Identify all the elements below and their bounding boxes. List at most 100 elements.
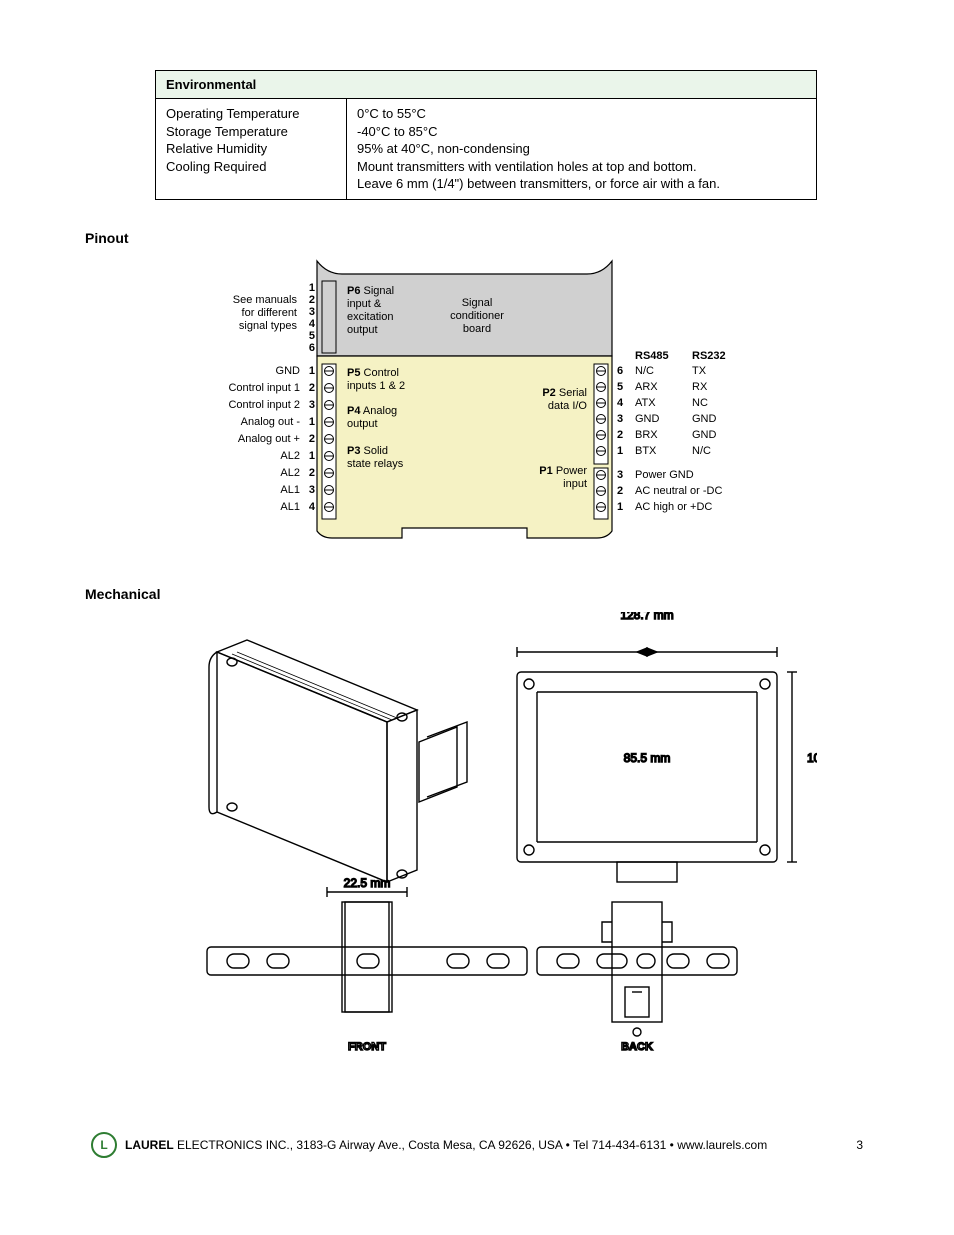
svg-text:BTX: BTX [635,445,657,457]
svg-text:Signal: Signal [462,297,493,309]
back-label: BACK [621,1041,653,1053]
svg-text:signal types: signal types [239,320,298,332]
svg-text:4: 4 [617,397,624,409]
svg-text:1: 1 [309,416,315,428]
page-number: 3 [856,1138,863,1152]
svg-text:BRX: BRX [635,429,658,441]
serial-rows: 6 N/C TX 5 ARX RX 4 ATX NC 3 GND GND 2 BRX GND 1 BTX N/C [597,365,717,457]
svg-text:1: 1 [617,445,623,457]
svg-text:RS232: RS232 [692,350,726,362]
rs-headers: RS485 RS232 [635,350,726,362]
svg-text:1: 1 [617,501,623,513]
svg-text:N/C: N/C [692,445,711,457]
mechanical-heading: Mechanical [85,586,869,602]
footer-text: ELECTRONICS INC., 3183-G Airway Ave., Co… [174,1138,768,1152]
svg-text:Power GND: Power GND [635,469,694,481]
pinout-heading: Pinout [85,230,869,246]
front-label: FRONT [348,1041,386,1053]
svg-text:P5 Control: P5 Control [347,367,399,379]
svg-text:GND: GND [692,429,717,441]
svg-text:NC: NC [692,397,708,409]
svg-text:3: 3 [617,413,623,425]
svg-text:output: output [347,418,378,430]
svg-text:RS485: RS485 [635,350,669,362]
svg-text:1: 1 [309,365,315,377]
svg-text:Analog out +: Analog out + [238,433,300,445]
svg-text:inputs 1 & 2: inputs 1 & 2 [347,380,405,392]
svg-text:excitation: excitation [347,311,393,323]
svg-text:AL2: AL2 [280,450,300,462]
dim-85: 85.5 mm [624,751,671,765]
logo-icon: L [91,1132,117,1158]
dim-128: 128.7 mm [620,612,673,622]
svg-text:conditioner: conditioner [450,310,504,322]
dim-104: 104 mm [807,751,817,765]
svg-text:2: 2 [309,382,315,394]
environmental-table: Environmental Operating Temperature Stor… [155,70,817,200]
svg-text:data I/O: data I/O [548,400,588,412]
page-footer: L LAUREL ELECTRONICS INC., 3183-G Airway… [85,1132,869,1158]
svg-text:state relays: state relays [347,458,404,470]
svg-text:4: 4 [309,318,316,330]
svg-text:P1 Power: P1 Power [539,465,587,477]
svg-text:AC high or +DC: AC high or +DC [635,501,712,513]
svg-text:ARX: ARX [635,381,658,393]
svg-text:P2 Serial: P2 Serial [542,387,587,399]
env-value: Leave 6 mm (1/4") between transmitters, … [357,175,806,193]
svg-text:2: 2 [309,294,315,306]
svg-text:5: 5 [617,381,623,393]
svg-text:AL1: AL1 [280,501,300,513]
svg-text:Control input 2: Control input 2 [228,399,300,411]
env-label: Cooling Required [166,158,336,176]
svg-text:2: 2 [309,433,315,445]
svg-text:AC neutral or -DC: AC neutral or -DC [635,485,722,497]
svg-text:P4 Analog: P4 Analog [347,405,397,417]
svg-text:6: 6 [309,342,315,354]
svg-text:1: 1 [309,282,315,294]
power-rows: 3Power GND2AC neutral or -DC1AC high or … [597,469,723,513]
env-label: Storage Temperature [166,123,336,141]
svg-text:5: 5 [309,330,315,342]
svg-text:output: output [347,324,378,336]
svg-text:GND: GND [692,413,717,425]
env-labels-col: Operating Temperature Storage Temperatur… [156,99,347,199]
svg-text:P3 Solid: P3 Solid [347,445,388,457]
svg-text:GND: GND [635,413,660,425]
svg-text:AL2: AL2 [280,467,300,479]
svg-text:input: input [563,478,587,490]
bottom-front-view [207,887,527,1012]
iso-view [209,640,467,882]
env-value: 95% at 40°C, non-condensing [357,140,806,158]
svg-text:2: 2 [309,467,315,479]
svg-text:See manuals: See manuals [233,294,298,306]
bottom-back-view [537,902,737,1036]
svg-text:ATX: ATX [635,397,656,409]
svg-text:RX: RX [692,381,708,393]
svg-text:3: 3 [309,306,315,318]
svg-text:board: board [463,323,491,335]
svg-text:4: 4 [309,501,316,513]
env-value: -40°C to 85°C [357,123,806,141]
env-label: Operating Temperature [166,105,336,123]
env-value: 0°C to 55°C [357,105,806,123]
svg-text:3: 3 [309,399,315,411]
svg-text:Control input 1: Control input 1 [228,382,300,394]
svg-text:AL1: AL1 [280,484,300,496]
svg-text:N/C: N/C [635,365,654,377]
svg-text:1: 1 [309,450,315,462]
svg-text:6: 6 [617,365,623,377]
svg-text:2: 2 [617,429,623,441]
svg-text:Analog out -: Analog out - [241,416,301,428]
company-name: LAUREL [125,1138,174,1152]
svg-text:for different: for different [242,307,297,319]
env-label: Relative Humidity [166,140,336,158]
svg-text:P6 Signal: P6 Signal [347,285,394,297]
svg-text:GND: GND [276,365,301,377]
see-manuals-note: See manuals for different signal types [233,294,298,332]
mechanical-diagram: 128.7 mm 104 mm 85.5 mm [85,612,869,1072]
svg-text:3: 3 [617,469,623,481]
svg-text:3: 3 [309,484,315,496]
env-values-col: 0°C to 55°C -40°C to 85°C 95% at 40°C, n… [347,99,816,199]
svg-text:input &: input & [347,298,382,310]
svg-text:TX: TX [692,365,707,377]
